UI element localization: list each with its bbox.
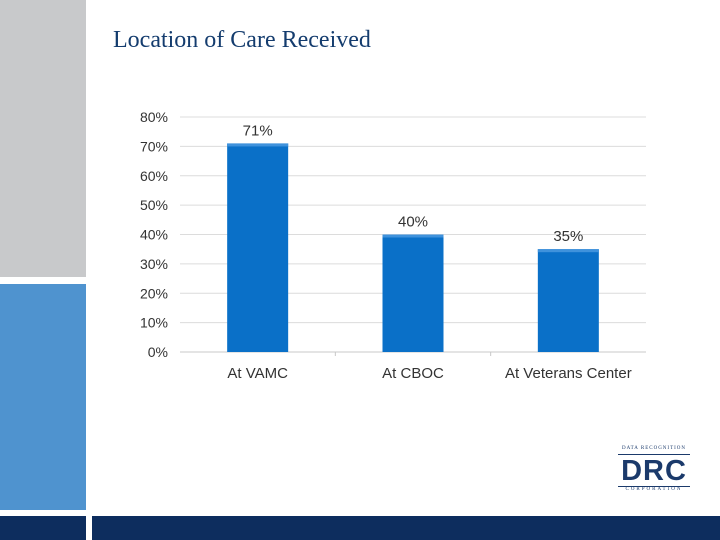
drc-logo: DATA RECOGNITION DRC CORPORATION bbox=[612, 446, 696, 498]
data-labels: 71% 40% 35% bbox=[243, 122, 584, 245]
bar bbox=[537, 249, 599, 352]
y-tick-label: 10% bbox=[140, 315, 168, 331]
y-tick-label: 40% bbox=[140, 227, 168, 243]
bar bbox=[227, 143, 289, 352]
y-axis-ticks: 0% 10% 20% 30% 40% 50% 60% 70% 80% bbox=[140, 109, 168, 360]
y-tick-label: 70% bbox=[140, 138, 168, 154]
data-label: 71% bbox=[243, 122, 273, 139]
footer-bar bbox=[92, 516, 720, 540]
logo-rule-top bbox=[618, 454, 690, 455]
left-accent-gray bbox=[0, 0, 86, 277]
x-tick-label: At CBOC bbox=[382, 365, 444, 382]
x-tick-label: At VAMC bbox=[227, 365, 288, 382]
y-tick-label: 60% bbox=[140, 168, 168, 184]
x-tick-label: At Veterans Center bbox=[505, 365, 632, 382]
bar-highlight bbox=[537, 249, 599, 253]
data-label: 40% bbox=[398, 214, 428, 231]
y-tick-label: 30% bbox=[140, 256, 168, 272]
bar-highlight bbox=[382, 234, 444, 238]
y-tick-label: 20% bbox=[140, 285, 168, 301]
bar-highlight bbox=[227, 143, 289, 147]
logo-rule-bottom bbox=[618, 486, 690, 487]
bar bbox=[382, 234, 444, 352]
logo-bottom-text: CORPORATION bbox=[625, 487, 683, 492]
logo-main-text: DRC bbox=[621, 455, 687, 487]
bar-chart: 0% 10% 20% 30% 40% 50% 60% 70% 80% 71% 40% 35% At … bbox=[140, 109, 646, 382]
slide-title: Location of Care Received bbox=[113, 27, 371, 53]
logo-top-text: DATA RECOGNITION bbox=[621, 446, 687, 451]
x-axis-ticks: At VAMC At CBOC At Veterans Center bbox=[227, 352, 632, 382]
footer-bar-left bbox=[0, 516, 86, 540]
bars bbox=[227, 143, 599, 352]
y-tick-label: 50% bbox=[140, 197, 168, 213]
y-tick-label: 0% bbox=[148, 344, 168, 360]
y-tick-label: 80% bbox=[140, 109, 168, 125]
left-accent-blue bbox=[0, 284, 86, 510]
data-label: 35% bbox=[553, 228, 583, 245]
